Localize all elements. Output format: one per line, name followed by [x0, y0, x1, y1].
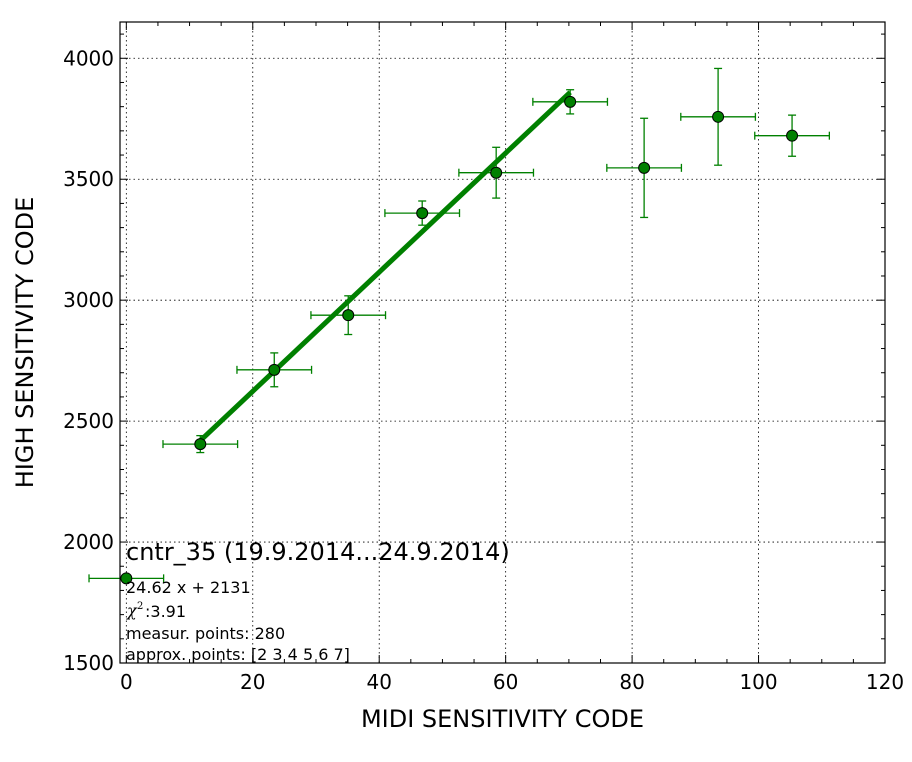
legend-title: cntr_35 (19.9.2014...24.9.2014) [126, 538, 510, 566]
data-point [416, 207, 429, 220]
legend-marker [120, 572, 133, 585]
y-tick-label: 2500 [63, 409, 114, 433]
y-tick-label: 3500 [63, 167, 114, 191]
x-axis-label: MIDI SENSITIVITY CODE [361, 705, 644, 733]
fit-layer [198, 90, 572, 443]
x-tick-label: 80 [619, 670, 644, 694]
y-tick-label: 2000 [63, 530, 114, 554]
data-point [194, 438, 207, 451]
fit-line [198, 90, 572, 443]
grid-lines [120, 22, 885, 663]
plot-frame [119, 21, 886, 664]
data-point [638, 161, 651, 174]
data-points [88, 67, 831, 585]
y-tick-label: 3000 [63, 288, 114, 312]
data-point [268, 363, 281, 376]
x-tick-label: 100 [739, 670, 777, 694]
y-axis-label: HIGH SENSITIVITY CODE [11, 197, 39, 489]
x-tick-label: 120 [866, 670, 904, 694]
legend-chi-value: :3.91 [145, 602, 186, 621]
x-tick-label: 20 [240, 670, 265, 694]
data-point [712, 110, 725, 123]
legend-fit-text: 24.62 x + 2131 [126, 578, 251, 597]
data-point [786, 129, 799, 142]
y-tick-label: 4000 [63, 46, 114, 70]
x-tick-label: 60 [493, 670, 518, 694]
legend-chi-symbol: χ [126, 601, 138, 620]
x-tick-label: 40 [366, 670, 391, 694]
legend-chi-sup: 2 [137, 601, 143, 612]
legend: cntr_35 (19.9.2014...24.9.2014) 24.62 x … [126, 538, 510, 664]
y-tick-label: 1500 [63, 651, 114, 675]
data-point [564, 95, 577, 108]
x-tick-label: 0 [120, 670, 133, 694]
data-point [490, 166, 503, 179]
legend-approx-points: approx. points: [2 3 4 5 6 7] [126, 645, 350, 664]
legend-measur-points: measur. points: 280 [126, 624, 285, 643]
data-point [342, 309, 355, 322]
tick-labels: 0 20 40 60 80 100 120 1500 2000 2500 3000 3500 4000 [63, 46, 904, 694]
